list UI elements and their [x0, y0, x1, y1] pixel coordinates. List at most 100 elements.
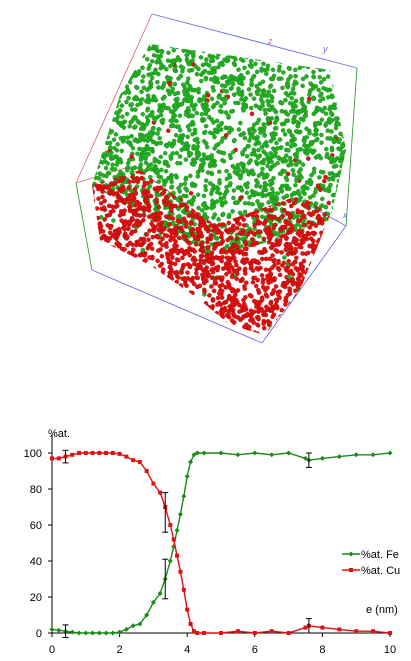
- cu-atom: [316, 237, 322, 243]
- fe-atom: [235, 44, 241, 46]
- cu-atom: [279, 327, 284, 333]
- fe-atom: [292, 214, 297, 219]
- cu-atom: [328, 239, 330, 244]
- fe-atom: [112, 145, 117, 151]
- cu-atom: [99, 326, 105, 332]
- cu-atom: [322, 191, 327, 197]
- cu-atom: [100, 194, 105, 200]
- fe-atom: [338, 105, 343, 111]
- fe-atom: [107, 140, 113, 146]
- cu-atom: [139, 314, 145, 320]
- cu-atom: [212, 278, 218, 284]
- cu-atom: [112, 234, 117, 240]
- fe-atom: [256, 105, 262, 110]
- cu-atom: [213, 195, 219, 200]
- cu-atom: [95, 232, 100, 237]
- cu-atom: [122, 197, 127, 203]
- fe-atom: [115, 47, 121, 53]
- cu-atom: [176, 331, 182, 335]
- fe-atom: [264, 46, 270, 52]
- cu-atom: [196, 334, 201, 335]
- cu-atom: [204, 329, 210, 335]
- cu-atom: [311, 273, 317, 278]
- fe-atom: [348, 210, 352, 214]
- fe-atom: [339, 38, 343, 42]
- fe-atom: [155, 57, 161, 63]
- fe-atom: [317, 51, 322, 57]
- cu-atom: [107, 293, 113, 298]
- fe-atom: [104, 90, 109, 95]
- cu-atom: [192, 235, 198, 241]
- fe-atom: [92, 67, 93, 73]
- cu-atom: [98, 308, 104, 313]
- cu-atom: [271, 288, 276, 293]
- fe-atom: [221, 47, 227, 52]
- fe-atom: [282, 52, 288, 57]
- cu-atom: [126, 185, 131, 191]
- cu-atom: [321, 239, 326, 245]
- cu-atom: [168, 326, 174, 331]
- cu-atom: [313, 223, 319, 228]
- box-edge-0: [151, 13, 358, 69]
- fe-atom: [92, 207, 95, 212]
- cu-atom: [255, 170, 260, 173]
- cu-atom: [249, 237, 255, 242]
- cu-atom: [93, 293, 98, 299]
- fe-atom: [112, 257, 117, 260]
- cu-atom: [107, 230, 113, 235]
- fe-atom: [262, 107, 268, 113]
- fe-atom: [262, 89, 267, 95]
- fe-atom: [246, 143, 251, 149]
- cu-atom: [326, 234, 330, 239]
- fe-atom: [223, 125, 228, 131]
- cu-atom: [128, 314, 134, 320]
- fe-atom: [286, 148, 291, 153]
- cu-atom: [92, 206, 97, 211]
- fe-atom: [250, 131, 255, 137]
- cu-atom: [249, 111, 255, 117]
- cu-atom: [125, 291, 131, 296]
- cu-atom: [126, 226, 131, 231]
- fe-atom: [102, 154, 107, 160]
- fe-atom: [136, 247, 141, 253]
- cu-atom: [188, 290, 193, 295]
- fe-atom: [113, 110, 119, 115]
- cu-atom: [134, 304, 140, 309]
- cu-atom: [187, 263, 193, 269]
- cu-atom: [186, 299, 191, 305]
- cu-atom: [285, 328, 291, 333]
- fe-atom: [158, 66, 163, 71]
- fe-atom: [240, 106, 246, 112]
- cu-atom: [328, 276, 330, 282]
- fe-atom: [331, 44, 336, 46]
- fe-atom: [92, 140, 94, 145]
- fe-atom: [92, 86, 95, 91]
- cu-atom: [160, 334, 165, 335]
- fe-atom: [340, 252, 346, 258]
- cu-atom: [173, 239, 178, 244]
- cu-atom: [242, 246, 248, 251]
- cu-atom: [303, 170, 309, 172]
- fe-atom: [192, 183, 198, 189]
- fe-atom: [271, 88, 277, 94]
- fe-atom: [110, 110, 115, 115]
- fe-atom: [342, 126, 346, 132]
- fe-atom: [114, 162, 120, 167]
- fe-atom: [288, 74, 293, 79]
- fe-atom: [254, 56, 260, 61]
- fe-atom: [313, 109, 318, 115]
- fe-atom: [123, 255, 128, 260]
- fe-atom: [182, 144, 187, 150]
- fe-atom: [111, 55, 117, 61]
- fe-atom: [173, 132, 179, 138]
- fe-atom: [106, 56, 111, 62]
- fe-atom: [153, 45, 159, 50]
- fe-atom: [244, 54, 250, 60]
- cu-atom: [247, 292, 253, 298]
- fe-atom: [254, 48, 260, 53]
- cu-atom: [117, 300, 123, 305]
- cu-atom: [219, 336, 223, 340]
- cu-atom: [285, 171, 291, 177]
- cu-atom: [92, 314, 96, 320]
- fe-atom: [335, 249, 341, 254]
